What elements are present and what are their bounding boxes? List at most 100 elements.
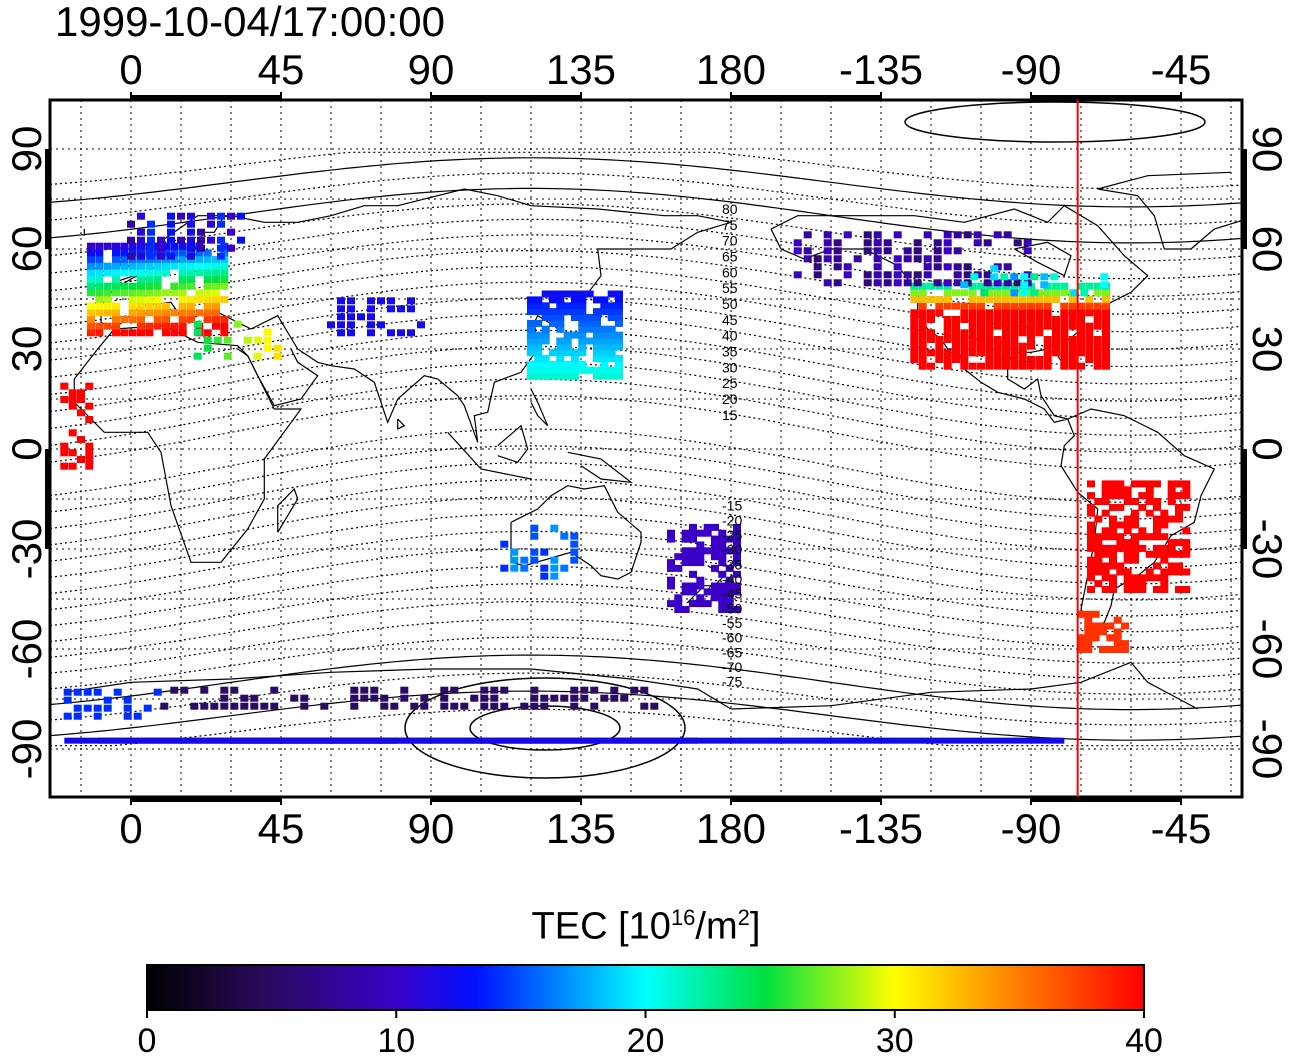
tec-cell xyxy=(123,712,132,720)
tec-cell xyxy=(320,702,329,710)
tec-cell xyxy=(1153,498,1161,505)
tec-cell xyxy=(600,343,609,351)
tec-data-cells xyxy=(60,212,1191,744)
tec-cell xyxy=(1175,550,1183,558)
tec-cell xyxy=(1123,539,1132,547)
colorbar-tick-label: 20 xyxy=(627,1022,665,1057)
tec-cell xyxy=(1153,550,1161,558)
tec-cell xyxy=(968,316,977,323)
tec-cell xyxy=(270,686,279,694)
tec-cell xyxy=(725,582,734,590)
tec-cell xyxy=(1091,610,1100,618)
tec-cell xyxy=(952,349,960,357)
tec-cell xyxy=(960,349,969,357)
tec-cell xyxy=(1002,336,1010,343)
contour-label: -60 xyxy=(722,630,742,646)
tec-cell xyxy=(1109,503,1117,511)
tec-cell xyxy=(600,349,609,357)
tec-cell xyxy=(718,600,727,608)
tec-cell xyxy=(530,524,539,532)
tec-cell xyxy=(1123,550,1132,558)
tec-cell xyxy=(87,249,95,257)
tec-cell xyxy=(1102,342,1110,350)
tec-cell xyxy=(610,694,619,702)
tec-cell xyxy=(607,355,616,363)
tec-cell xyxy=(195,309,204,317)
tec-cell xyxy=(73,704,82,712)
tec-cell xyxy=(187,316,195,323)
tec-cell xyxy=(377,297,385,305)
tec-cell xyxy=(112,276,120,283)
tec-cell xyxy=(534,366,543,374)
tec-cell xyxy=(1116,492,1125,500)
tec-cell xyxy=(1087,521,1095,529)
tec-cell xyxy=(918,282,927,290)
tec-cell xyxy=(1160,509,1169,517)
tec-cell xyxy=(1085,349,1094,357)
tec-cell xyxy=(833,263,842,271)
tec-cell xyxy=(935,309,944,317)
tec-cell xyxy=(160,702,169,710)
tec-cell xyxy=(578,366,587,374)
tec-cell xyxy=(563,349,572,357)
tec-cell xyxy=(162,269,170,277)
coastline xyxy=(1060,408,1216,630)
tec-cell xyxy=(1145,533,1154,541)
tec-cell xyxy=(593,349,601,357)
contour-label: -70 xyxy=(722,659,742,675)
tec-cell xyxy=(112,269,120,277)
tec-cell xyxy=(1138,492,1147,500)
tec-cell xyxy=(893,279,902,287)
tec-cell xyxy=(571,360,579,368)
tec-cell xyxy=(1093,322,1102,330)
mag-contour xyxy=(50,618,1242,680)
tec-cell xyxy=(1085,356,1094,363)
tec-cell xyxy=(718,594,727,602)
tec-cell xyxy=(593,366,601,374)
tec-cell xyxy=(127,236,135,244)
tec-cell xyxy=(1085,329,1094,337)
tec-cell xyxy=(578,349,587,357)
tec-cell xyxy=(1182,486,1191,494)
coastline xyxy=(530,388,549,427)
tec-cell xyxy=(440,686,449,694)
tec-cell xyxy=(1093,349,1102,357)
tec-cell xyxy=(913,255,922,263)
lat-label-left: -60 xyxy=(3,619,50,680)
tec-cell xyxy=(1094,568,1103,576)
tec-cell xyxy=(549,290,557,298)
tec-cell xyxy=(162,256,170,263)
coastline xyxy=(567,451,634,484)
tec-cell xyxy=(1018,316,1027,323)
tec-cell xyxy=(615,302,623,310)
tec-cell xyxy=(913,279,922,287)
tec-cell xyxy=(571,349,579,357)
tec-cell xyxy=(578,302,587,310)
tec-cell xyxy=(520,564,529,572)
tec-cell xyxy=(1087,539,1095,547)
tec-cell xyxy=(1002,356,1010,363)
tec-cell xyxy=(813,271,822,279)
tec-cell xyxy=(212,289,220,297)
tec-cell xyxy=(863,279,872,287)
tec-cell xyxy=(667,576,675,584)
tec-cell xyxy=(137,276,145,283)
tec-cell xyxy=(95,249,104,257)
tec-cell xyxy=(407,305,415,313)
tec-cell xyxy=(585,337,594,345)
tec-cell xyxy=(167,252,175,260)
tec-cell xyxy=(367,305,375,313)
tec-cell xyxy=(993,342,1002,350)
tec-cell xyxy=(927,349,935,357)
tec-cell xyxy=(1153,503,1161,511)
tec-cell xyxy=(200,686,209,694)
tec-cell xyxy=(440,694,449,702)
tec-cell xyxy=(1060,309,1069,317)
tec-cell xyxy=(1175,539,1183,547)
tec-cell xyxy=(910,356,919,363)
tec-cell xyxy=(540,548,549,556)
tec-cell xyxy=(963,271,972,279)
tec-cell xyxy=(450,702,459,710)
tec-cell xyxy=(120,269,129,277)
